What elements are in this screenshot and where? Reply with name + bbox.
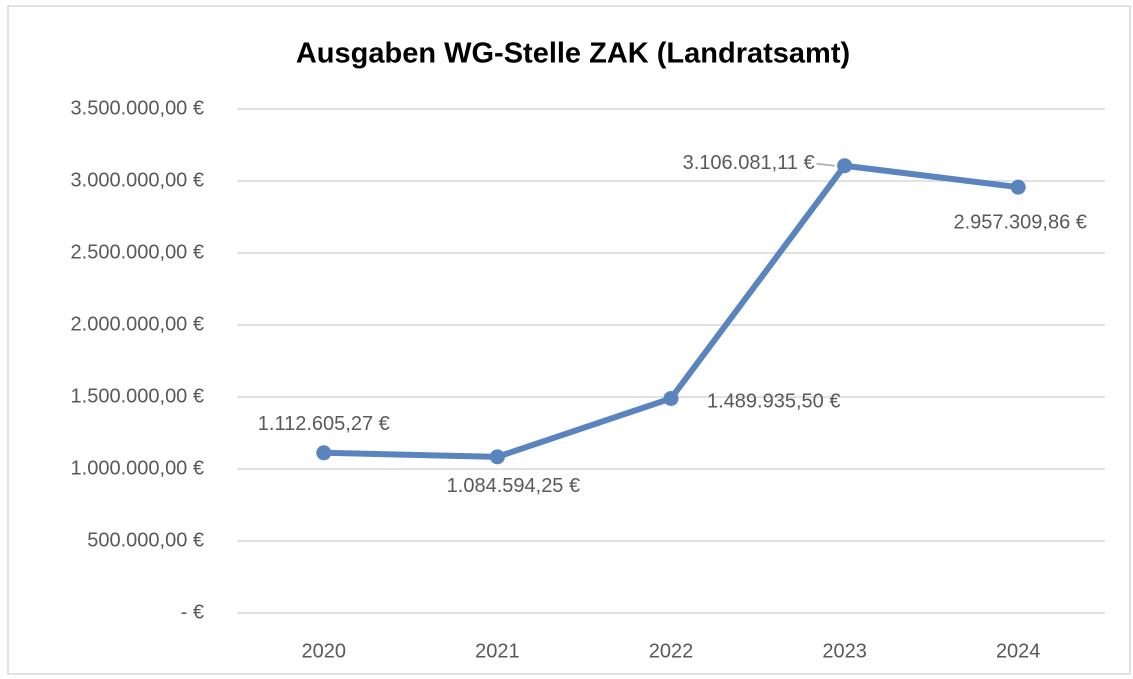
data-point [316, 445, 332, 461]
y-tick-label: 3.000.000,00 € [71, 169, 204, 191]
y-tick-label: 500.000,00 € [87, 529, 204, 551]
y-tick-label: - € [181, 601, 204, 623]
data-point [837, 158, 853, 174]
y-tick-label: 1.500.000,00 € [71, 385, 204, 407]
data-label: 1.112.605,27 € [258, 413, 390, 435]
x-tick-label: 2023 [822, 640, 867, 662]
chart-frame [7, 5, 1131, 675]
data-point [663, 390, 679, 406]
plot [316, 158, 1026, 465]
data-label: 2.957.309,86 € [953, 211, 1086, 233]
chart-title: Ausgaben WG-Stelle ZAK (Landratsamt) [296, 38, 850, 70]
data-label: 1.489.935,50 € [707, 391, 840, 413]
data-point [1010, 179, 1026, 195]
x-tick-label: 2022 [649, 640, 694, 662]
x-tick-label: 2020 [302, 640, 347, 662]
y-tick-label: 1.000.000,00 € [71, 457, 204, 479]
y-tick-label: 2.500.000,00 € [71, 241, 204, 263]
x-tick-label: 2024 [996, 640, 1041, 662]
y-tick-label: 3.500.000,00 € [71, 97, 204, 119]
data-label: 3.106.081,11 € [683, 152, 815, 174]
x-tick-label: 2021 [475, 640, 520, 662]
leader-line [816, 162, 835, 167]
data-point [489, 449, 505, 465]
y-tick-label: 2.000.000,00 € [71, 313, 204, 335]
data-label: 1.084.594,25 € [447, 475, 580, 497]
